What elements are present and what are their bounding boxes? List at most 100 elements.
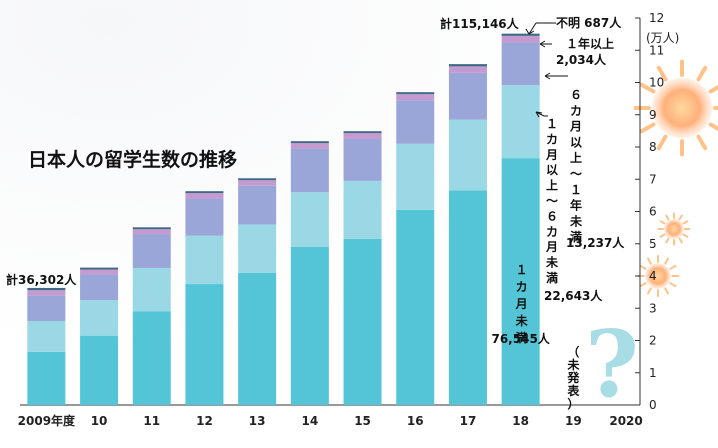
vertical-char: 満: [570, 229, 582, 244]
vertical-char: （: [567, 344, 579, 359]
bar-segment: [501, 42, 540, 86]
bar-segment: [27, 351, 66, 405]
bar-segment: [185, 235, 224, 285]
bar-segment: [132, 227, 171, 230]
bar-segment: [396, 94, 435, 101]
vertical-char: カ: [516, 280, 528, 294]
x-tick-label: 10: [91, 414, 108, 428]
x-tick-label: 11: [143, 414, 160, 428]
bar-segment: [80, 300, 119, 336]
bar-segment: [448, 66, 487, 73]
bar-segment: [80, 335, 119, 405]
bar-segment: [343, 138, 382, 181]
total-label-2018: 計115,146人: [440, 16, 520, 31]
arrow-icon: [544, 72, 568, 80]
x-tick-label: 17: [460, 414, 477, 428]
bar-segment: [501, 158, 540, 405]
vertical-char: カ: [546, 132, 558, 146]
vertical-char: 未: [515, 313, 528, 328]
bar-segment: [238, 180, 277, 186]
vertical-char: 未: [545, 255, 558, 270]
total-label-2009: 計36,302人: [6, 272, 77, 287]
y-tick-label: 6: [649, 205, 657, 219]
vertical-char: １: [546, 117, 558, 131]
vertical-char: ６: [570, 88, 582, 102]
vertical-char: カ: [570, 104, 582, 118]
bar-segment: [27, 287, 66, 291]
x-tick-label: 15: [354, 414, 371, 428]
bar-segment: [343, 131, 382, 134]
bar-segment: [132, 311, 171, 405]
vertical-char: 年: [570, 198, 582, 213]
bar-segment: [27, 295, 66, 322]
x-tick-label: 14: [301, 414, 318, 428]
decor-group: ?: [585, 59, 718, 418]
bar-segment: [501, 35, 540, 43]
bar-segment: [27, 321, 66, 352]
bar-segment: [132, 234, 171, 268]
annotation-over1y-value: 2,034人: [556, 52, 607, 67]
bar-segment: [448, 190, 487, 405]
bar-segment: [185, 284, 224, 405]
bar-segment: [396, 100, 435, 144]
annotation-m6-value: 13,237人: [566, 235, 625, 250]
y-tick-label: 8: [649, 140, 657, 154]
sun-icon: [633, 59, 718, 157]
bar-segment: [132, 229, 171, 235]
y-tick-label: 9: [649, 108, 657, 122]
bar-segment: [185, 193, 224, 199]
vertical-char: 月: [545, 148, 558, 162]
y-tick-label: 2: [649, 334, 657, 348]
y-tick-label: 1: [649, 366, 657, 380]
bar-segment: [448, 72, 487, 120]
bars-group: [27, 33, 540, 405]
bar-segment: [290, 148, 329, 193]
y-tick-label: 5: [649, 237, 657, 251]
y-tick-label: 0: [649, 398, 657, 412]
bar-segment: [185, 191, 224, 194]
vertical-char: 表: [566, 383, 580, 398]
bar-segment: [238, 178, 277, 181]
y-tick-label: 12: [649, 11, 664, 25]
bar-segment: [290, 143, 329, 149]
vertical-char: ～: [546, 194, 558, 208]
annotation-not-published: （未発表）: [566, 344, 580, 411]
bar-segment: [185, 198, 224, 236]
vertical-char: 未: [566, 357, 579, 372]
question-mark: ?: [585, 310, 639, 418]
annotation-unknown: 不明 687人: [556, 15, 622, 30]
x-tick-label: 2009年度: [18, 413, 76, 428]
vertical-char: 上: [570, 150, 582, 165]
vertical-char: 発: [566, 370, 580, 385]
vertical-char: ６: [546, 209, 558, 223]
bar-segment: [396, 209, 435, 405]
bar-segment: [448, 119, 487, 191]
bar-segment: [448, 64, 487, 67]
bar-segment: [132, 267, 171, 312]
y-tick-label: 10: [649, 76, 664, 90]
bar-segment: [27, 290, 66, 296]
x-tick-label: 12: [196, 414, 213, 428]
x-tick-label: 19: [565, 414, 582, 428]
x-tick-label: 18: [512, 414, 529, 428]
y-tick-label: 3: [649, 301, 657, 315]
bar-segment: [396, 143, 435, 210]
x-tick-label: 16: [407, 414, 424, 428]
vertical-char: カ: [546, 225, 558, 239]
bar-segment: [501, 33, 540, 36]
arrow-icon: [525, 22, 537, 35]
arrow-icon: [535, 111, 548, 118]
vertical-char: 未: [569, 213, 582, 228]
y-axis-unit-label: (万人): [646, 31, 679, 45]
vertical-char: １: [570, 183, 582, 197]
bar-segment: [290, 141, 329, 144]
bar-segment: [80, 267, 119, 270]
bar-segment: [343, 180, 382, 239]
annotation-m1-value: 22,643人: [544, 288, 603, 303]
bar-segment: [238, 272, 277, 405]
y-tick-label: 7: [649, 172, 657, 186]
